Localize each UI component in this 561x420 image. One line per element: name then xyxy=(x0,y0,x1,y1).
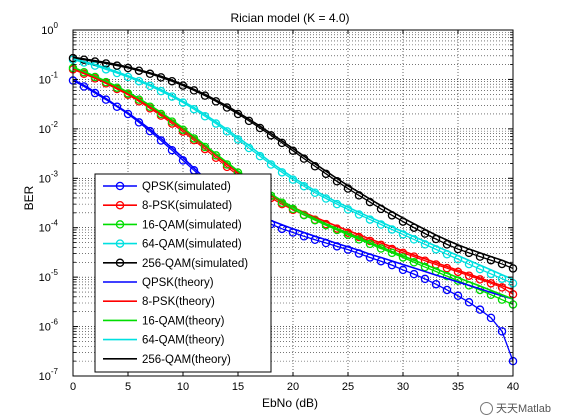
watermark-text: 天天Matlab xyxy=(495,403,551,415)
legend-entry: 8-PSK(simulated) xyxy=(103,200,232,212)
series-line xyxy=(72,58,514,281)
legend-marker xyxy=(115,258,125,268)
legend-entry: QPSK(theory) xyxy=(103,277,214,289)
legend-entry: 64-QAM(simulated) xyxy=(103,239,242,251)
legend-entry: 16-QAM(theory) xyxy=(103,315,225,327)
x-tick-label: 30 xyxy=(397,381,409,393)
y-tick-label: 100 xyxy=(41,21,58,37)
data-point xyxy=(464,298,474,307)
data-point xyxy=(211,151,221,160)
series-qpsk-theory- xyxy=(72,78,514,300)
data-point xyxy=(497,327,507,336)
y-tick-label: 10-4 xyxy=(39,219,59,235)
legend-label: 16-QAM(theory) xyxy=(142,315,225,327)
y-tick-label: 10-2 xyxy=(39,120,59,136)
legend-label: 256-QAM(theory) xyxy=(142,354,231,366)
legend-marker xyxy=(115,220,125,229)
legend-entry: 256-QAM(theory) xyxy=(103,354,231,366)
x-tick-label: 35 xyxy=(452,381,464,393)
series-16-qam-theory- xyxy=(72,66,514,300)
data-point xyxy=(134,118,144,127)
data-point xyxy=(101,95,111,104)
data-point xyxy=(486,313,496,323)
y-tick-label: 10-3 xyxy=(39,169,59,185)
y-tick-label: 10-6 xyxy=(39,318,59,334)
watermark: 天天Matlab xyxy=(479,400,551,416)
legend-label: 8-PSK(theory) xyxy=(142,296,215,308)
data-point xyxy=(387,225,397,234)
legend-label: QPSK(simulated) xyxy=(142,181,231,193)
legend-entry: 64-QAM(theory) xyxy=(103,335,225,347)
legend-label: 256-QAM(simulated) xyxy=(142,258,248,270)
data-point xyxy=(123,109,133,119)
x-tick-label: 40 xyxy=(507,381,519,393)
x-axis-label: EbNo (dB) xyxy=(262,396,318,410)
data-point xyxy=(90,88,100,98)
data-point xyxy=(398,265,408,275)
x-tick-label: 25 xyxy=(342,381,354,393)
data-point xyxy=(178,125,188,134)
legend-label: 64-QAM(theory) xyxy=(142,335,225,347)
legend: QPSK(simulated) 8-PSK(simulated) 16-QAM(si… xyxy=(94,173,272,373)
legend-entry: QPSK(simulated) xyxy=(103,181,231,193)
series-layer xyxy=(68,53,518,366)
legend-marker xyxy=(115,200,125,210)
series-line xyxy=(72,56,514,266)
series-64-qam-theory- xyxy=(72,58,514,281)
y-axis-label: BER xyxy=(22,185,36,210)
legend-label: QPSK(theory) xyxy=(142,277,214,289)
data-point xyxy=(167,117,177,126)
data-point xyxy=(420,274,430,284)
legend-marker xyxy=(115,239,125,248)
data-point xyxy=(453,291,463,301)
series-256-qam-simulated- xyxy=(68,53,518,273)
data-point xyxy=(431,279,441,289)
series-line xyxy=(72,78,514,300)
chart-title: Rician model (K = 4.0) xyxy=(230,11,349,25)
x-tick-label: 20 xyxy=(287,381,299,393)
x-tick-label: 15 xyxy=(232,381,244,393)
legend-entry: 256-QAM(simulated) xyxy=(103,258,248,270)
data-point xyxy=(420,262,430,272)
series-line xyxy=(72,66,514,300)
y-tick-label: 10-5 xyxy=(39,268,59,284)
data-point xyxy=(134,95,144,104)
data-point xyxy=(376,220,386,229)
legend-marker xyxy=(115,181,125,191)
wechat-icon xyxy=(479,402,493,415)
y-tick-label: 10-1 xyxy=(39,70,59,86)
data-point xyxy=(145,126,155,136)
series-256-qam-theory- xyxy=(72,56,514,266)
data-point xyxy=(79,82,89,91)
y-tick-label: 10-7 xyxy=(39,367,59,383)
legend-entry: 8-PSK(theory) xyxy=(103,296,215,308)
data-point xyxy=(112,102,122,112)
data-point xyxy=(475,305,485,314)
x-tick-label: 0 xyxy=(70,381,76,393)
data-point xyxy=(409,269,419,279)
x-tick-label: 5 xyxy=(125,381,131,393)
data-point xyxy=(442,285,452,295)
legend-label: 16-QAM(simulated) xyxy=(142,219,242,231)
x-tick-label: 10 xyxy=(177,381,189,393)
axes: 0 5 10 15 20 25 30 35 40 100 10-1 10-2 10-3 10-4 10-5 1… xyxy=(39,21,520,393)
legend-entry: 16-QAM(simulated) xyxy=(103,219,242,231)
legend-label: 64-QAM(simulated) xyxy=(142,239,242,251)
legend-label: 8-PSK(simulated) xyxy=(142,200,232,212)
